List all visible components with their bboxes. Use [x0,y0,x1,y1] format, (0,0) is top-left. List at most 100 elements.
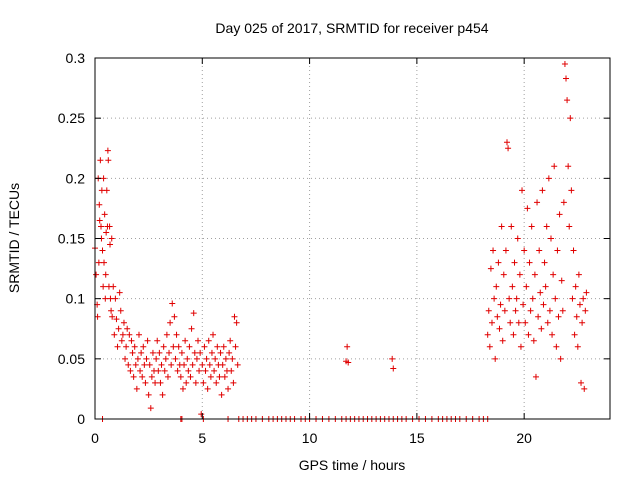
data-point [103,229,110,236]
x-tick-label: 20 [516,430,532,446]
data-point [197,349,204,356]
y-tick-label: 0.1 [66,291,86,307]
data-point [148,373,155,380]
data-point [195,337,201,344]
data-point [541,259,548,266]
data-point [192,379,199,386]
data-point [200,379,207,386]
data-point [491,295,498,302]
data-point [205,337,212,344]
data-point [514,235,521,242]
data-point [161,367,168,374]
data-point [117,307,124,314]
data-point [583,289,590,296]
data-point [94,313,101,320]
data-point [538,325,545,332]
data-point [345,359,352,366]
data-point [175,343,182,350]
data-point [498,223,505,230]
data-point [101,259,108,266]
data-point [181,361,188,368]
data-point [552,295,559,302]
data-point [556,211,563,218]
data-point [509,283,516,290]
data-point [108,235,115,242]
data-point [535,313,542,320]
data-point [522,319,529,326]
data-point [160,343,167,350]
data-point [507,319,514,326]
y-axis-label: SRMTID / TECUs [6,183,22,293]
data-point [560,199,567,206]
data-point [569,295,576,302]
data-point [565,163,572,170]
data-point [93,271,100,278]
data-point [579,319,586,326]
y-tick-labels: 0 0.05 0.1 0.15 0.2 0.25 0.3 [58,50,85,427]
data-point [505,145,512,152]
data-point [525,331,532,338]
data-point [582,307,589,314]
data-point [492,355,499,362]
data-point [233,319,240,326]
data-point [546,307,553,314]
data-point [179,385,186,392]
data-point [550,271,557,278]
data-point [169,300,176,307]
data-point [204,385,211,392]
data-point [517,343,524,350]
data-point [571,331,578,338]
x-tick-label: 15 [409,430,425,446]
data-point [554,247,561,254]
data-point [530,337,537,344]
data-point [216,373,223,380]
data-point [226,349,233,356]
data-point [131,343,138,350]
data-point [170,343,177,350]
data-point [508,223,515,230]
data-point [229,355,236,362]
data-point [95,259,102,266]
data-point [158,361,165,368]
data-point [578,379,585,386]
data-point [540,301,547,308]
data-point [519,187,526,194]
data-point [211,367,218,374]
data-point [516,271,523,278]
data-point [234,361,241,368]
data-point [137,367,144,374]
y-tick-label: 0.05 [58,351,85,367]
data-point [230,379,237,386]
x-axis-label: GPS time / hours [299,457,406,473]
data-point [551,163,558,170]
data-point [496,325,503,332]
data-point [572,283,579,290]
data-point [528,223,535,230]
data-point [206,361,213,368]
data-point [208,349,215,356]
data-point [232,343,239,350]
axis-ticks [94,57,610,420]
data-point [103,187,110,194]
data-point [544,319,551,326]
x-tick-label: 0 [91,430,99,446]
data-point [159,391,166,398]
data-point [567,115,574,122]
data-point [155,367,162,374]
data-point [127,367,134,374]
y-tick-label: 0 [77,411,85,427]
data-point [202,367,209,374]
data-point [116,289,123,296]
data-point [543,223,550,230]
data-point [124,325,131,332]
data-point [128,337,135,344]
data-point [97,157,104,164]
data-point [140,343,147,350]
data-point [547,235,554,242]
data-point [488,319,495,326]
data-point [171,313,178,320]
data-point [162,355,169,362]
data-point [105,157,112,164]
chart-title: Day 025 of 2017, SRMTID for receiver p45… [215,20,488,36]
